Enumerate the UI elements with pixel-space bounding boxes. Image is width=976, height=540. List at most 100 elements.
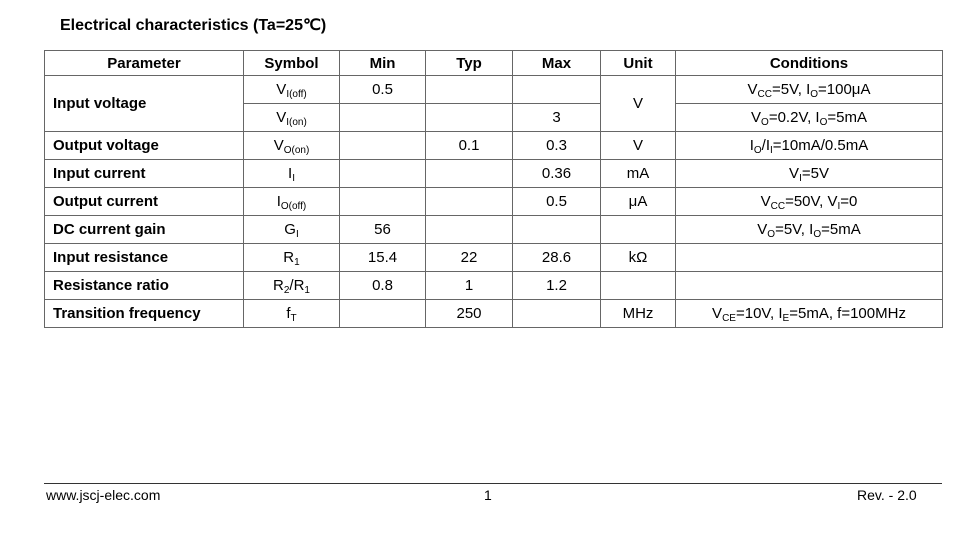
max xyxy=(512,299,601,328)
subscript: I xyxy=(799,173,802,184)
max: 0.5 xyxy=(512,187,601,216)
text-part: =5mA xyxy=(827,109,867,126)
min: 15.4 xyxy=(339,243,426,272)
text-part: V xyxy=(789,165,800,182)
symbol: R1 xyxy=(243,243,340,272)
text-part: =0.2V, I xyxy=(768,109,820,126)
min xyxy=(339,299,426,328)
conditions: VI=5V xyxy=(675,159,943,188)
max-value: 3 xyxy=(552,109,561,126)
max: 3 xyxy=(512,103,601,132)
unit-text: V xyxy=(632,95,643,112)
typ xyxy=(425,159,513,188)
table-row: Output voltage VO(on) 0.1 0.3 V IO/II=10mA/0.… xyxy=(44,131,943,160)
text-part: R xyxy=(283,249,295,266)
text-part: =5V, I xyxy=(775,221,814,238)
column-header: Symbol xyxy=(243,50,340,76)
subscript: CC xyxy=(770,201,786,212)
subscript: 1 xyxy=(304,285,310,296)
typ-value: 0.1 xyxy=(458,137,480,154)
unit: mA xyxy=(600,159,676,188)
unit-text: mA xyxy=(626,165,650,182)
text-part: =5mA xyxy=(821,221,861,238)
text-part: G xyxy=(284,221,296,238)
typ: 1 xyxy=(425,271,513,300)
subscript: T xyxy=(290,313,297,324)
subscript: I(off) xyxy=(286,89,307,100)
subscript: 2 xyxy=(283,285,290,296)
parameter: Resistance ratio xyxy=(44,271,244,300)
symbol: VO(on) xyxy=(243,131,340,160)
symbol: II xyxy=(243,159,340,188)
text-part: I xyxy=(288,165,293,182)
conditions: VCC=5V, IO=100μA xyxy=(675,75,943,104)
unit: μA xyxy=(600,187,676,216)
subscript: O xyxy=(819,117,828,128)
typ xyxy=(425,75,513,104)
table-row: Resistance ratio R2/R1 0.8 1 1.2 xyxy=(44,271,943,300)
conditions xyxy=(675,271,943,300)
footer-url: www.jscj-elec.com xyxy=(46,487,161,503)
subscript: I xyxy=(770,145,773,156)
typ xyxy=(425,103,513,132)
subscript: O(off) xyxy=(280,201,307,212)
table-row: Output current IO(off) 0.5 μA VCC=50V, VI=0 xyxy=(44,187,943,216)
symbol: R2/R1 xyxy=(243,271,340,300)
max xyxy=(512,215,601,244)
text-part: V xyxy=(757,221,768,238)
symbol: VI(off) xyxy=(243,75,340,104)
symbol: VI(on) xyxy=(243,103,340,132)
max: 28.6 xyxy=(512,243,601,272)
conditions: VO=5V, IO=5mA xyxy=(675,215,943,244)
characteristics-table: Parameter Symbol Min Typ Max Unit Conditions I… xyxy=(44,50,943,328)
min: 0.5 xyxy=(339,75,426,104)
subscript: O xyxy=(761,117,769,128)
max: 0.3 xyxy=(512,131,601,160)
max-value: 0.36 xyxy=(541,165,572,182)
text-part: =5V xyxy=(801,165,829,182)
unit-text: V xyxy=(632,137,643,154)
typ-value: 22 xyxy=(460,249,478,266)
parameter: Input voltage xyxy=(44,75,244,132)
min xyxy=(339,187,426,216)
parameter: Output voltage xyxy=(44,131,244,160)
subscript: E xyxy=(782,313,790,324)
section-title: Electrical characteristics (Ta=25℃) xyxy=(60,17,327,34)
parameter: Input resistance xyxy=(44,243,244,272)
subscript: I xyxy=(837,201,841,212)
column-header: Parameter xyxy=(44,50,244,76)
min xyxy=(339,131,426,160)
subscript: I xyxy=(295,229,299,240)
symbol: GI xyxy=(243,215,340,244)
min-value: 0.5 xyxy=(372,81,393,98)
text-part: =10mA/0.5mA xyxy=(772,137,869,154)
unit xyxy=(600,271,676,300)
column-header: Typ xyxy=(425,50,513,76)
conditions: VO=0.2V, IO=5mA xyxy=(675,103,943,132)
subscript: O xyxy=(810,89,819,100)
table-row: DC current gain GI 56 VO=5V, IO=5mA xyxy=(44,215,943,244)
symbol: fT xyxy=(243,299,340,328)
subscript: I xyxy=(292,173,295,184)
table-row: Input current II 0.36 mA VI=5V xyxy=(44,159,943,188)
text-part: V xyxy=(276,81,287,98)
text-part: I xyxy=(749,137,754,154)
subscript: I(on) xyxy=(286,117,307,128)
subscript: 1 xyxy=(294,257,300,268)
min xyxy=(339,103,426,132)
text-part: I xyxy=(276,193,281,210)
table-row: Transition frequency fT 250 MHz VCE=10V, IE=… xyxy=(44,299,943,328)
text-part: V xyxy=(712,305,723,322)
parameter: Input current xyxy=(44,159,244,188)
text-part: /I xyxy=(761,137,771,154)
column-header: Min xyxy=(339,50,426,76)
min xyxy=(339,159,426,188)
subscript: CE xyxy=(722,313,736,324)
unit: V xyxy=(600,75,676,132)
subscript: CC xyxy=(757,89,772,100)
unit: MHz xyxy=(600,299,676,328)
text-part: =0 xyxy=(840,193,858,210)
unit: kΩ xyxy=(600,243,676,272)
subscript: O xyxy=(767,229,776,240)
typ: 250 xyxy=(425,299,513,328)
